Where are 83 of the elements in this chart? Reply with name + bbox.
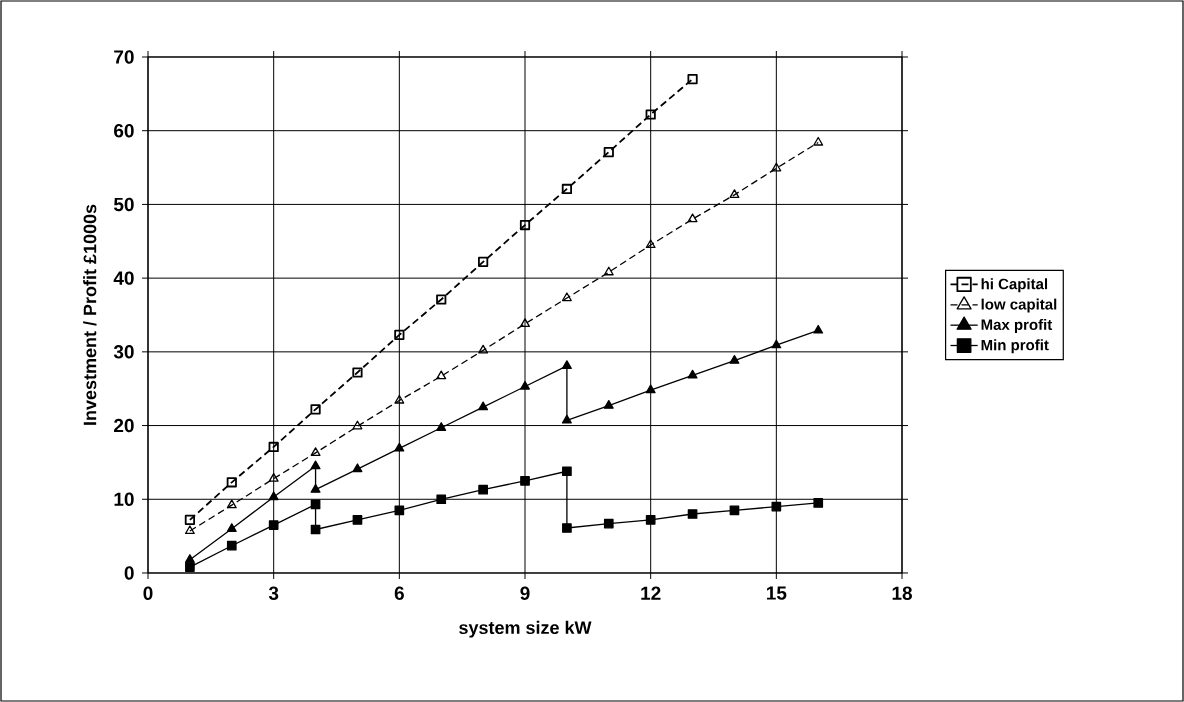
x-tick-label: 6 [394, 586, 404, 600]
y-tick-label: 30 [113, 345, 134, 359]
point [436, 494, 447, 505]
point [687, 369, 698, 379]
point [813, 498, 824, 508]
point [436, 294, 447, 305]
y-tick-label: 60 [114, 123, 134, 138]
point [813, 136, 824, 146]
point [436, 370, 447, 380]
point [561, 183, 572, 195]
point [268, 491, 279, 501]
point [394, 329, 405, 340]
x-tick-label: 15 [766, 586, 787, 600]
point [478, 344, 489, 354]
point [520, 475, 530, 486]
point [603, 266, 614, 276]
legend-label: Max profit [981, 318, 1053, 333]
point [268, 441, 279, 453]
point [310, 460, 321, 470]
point [310, 447, 321, 456]
point [519, 219, 531, 231]
point [226, 499, 237, 509]
point [771, 162, 782, 172]
x-tick-label: 0 [143, 586, 153, 600]
point [268, 472, 279, 482]
point [352, 367, 363, 378]
point [561, 414, 572, 424]
point [226, 523, 237, 532]
point [603, 146, 614, 158]
point [436, 422, 447, 431]
point [603, 400, 614, 409]
y-tick-label: 10 [114, 492, 134, 506]
point [729, 189, 740, 198]
point [771, 501, 782, 512]
x-tick-label: 3 [268, 586, 279, 600]
point [394, 505, 405, 516]
point [813, 324, 824, 334]
point [394, 394, 405, 404]
point [562, 466, 572, 477]
point [603, 518, 614, 529]
legend-label: Min profit [981, 339, 1049, 354]
point [645, 239, 656, 249]
point [352, 420, 363, 430]
y-tick-label: 0 [124, 566, 134, 580]
point [478, 256, 489, 268]
point [687, 509, 698, 519]
point [771, 339, 782, 349]
point [226, 477, 237, 488]
x-tick-label: 18 [892, 586, 912, 600]
point [520, 318, 530, 327]
point [352, 463, 363, 473]
y-tick-label: 20 [114, 418, 134, 433]
point [562, 523, 572, 533]
point [478, 484, 488, 495]
point [185, 562, 195, 572]
point [268, 520, 279, 530]
point [645, 384, 656, 394]
point [729, 355, 740, 364]
point [184, 525, 195, 535]
y-tick-label: 40 [113, 271, 134, 285]
y-tick-label: 70 [114, 50, 134, 64]
x-axis-title: system size kW [459, 620, 592, 638]
point [561, 360, 572, 369]
point [394, 442, 405, 452]
point [520, 380, 530, 390]
y-axis-title: Investment / Profit £1000s [83, 204, 97, 425]
point [310, 404, 321, 415]
point [645, 515, 656, 525]
point [561, 292, 572, 302]
point [478, 401, 489, 411]
legend-label: low capital [981, 298, 1057, 313]
x-tick-label: 9 [520, 586, 530, 600]
point [310, 484, 321, 493]
point [352, 515, 363, 525]
point [645, 109, 656, 120]
point [687, 74, 698, 85]
legend-label: hi Capital [981, 278, 1048, 293]
point [729, 505, 740, 516]
point [184, 514, 195, 526]
y-tick-label: 50 [113, 197, 134, 212]
point [687, 213, 698, 223]
x-tick-label: 12 [641, 586, 661, 600]
point [226, 540, 237, 551]
